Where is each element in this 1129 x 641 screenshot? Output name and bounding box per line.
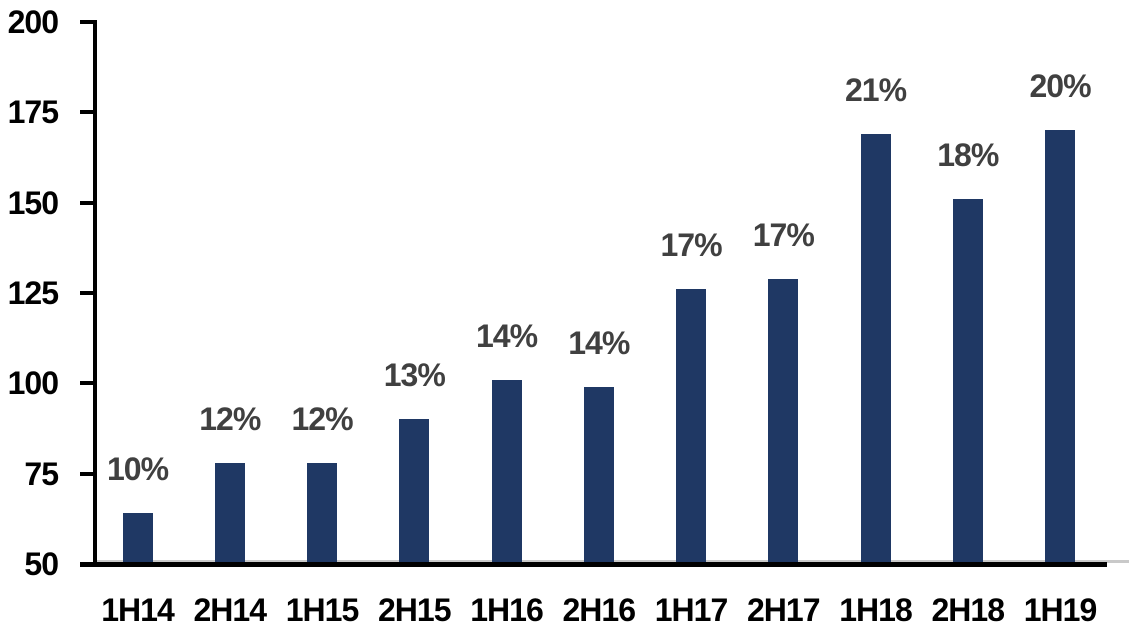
y-axis-tick: [80, 200, 93, 205]
bar: [307, 462, 337, 566]
bar-value-label: 13%: [383, 357, 446, 394]
bar-value-label: 21%: [844, 72, 907, 108]
y-axis-tick: [80, 291, 93, 295]
bar: [768, 278, 799, 566]
bar: [676, 289, 706, 566]
y-axis-tick-label: 50: [24, 546, 59, 582]
y-axis-tick-label: 150: [7, 184, 59, 221]
bar: [583, 386, 614, 566]
bar: [952, 199, 983, 566]
x-axis-tick-label: 1H18: [839, 592, 913, 628]
bar-value-label: 17%: [660, 227, 722, 264]
bar-value-label: 14%: [568, 324, 630, 361]
bar: [1045, 130, 1075, 566]
x-axis-tick-label: 2H15: [378, 592, 452, 628]
x-axis-tick-label: 1H15: [285, 592, 360, 628]
x-axis-tick-label: 1H19: [1023, 592, 1098, 628]
x-axis-tick-label: 2H14: [193, 592, 268, 628]
bar-value-label: 12%: [291, 400, 353, 437]
y-axis-tick: [80, 381, 93, 386]
bar: [491, 379, 522, 566]
bar-value-label: 18%: [937, 137, 999, 174]
x-axis-tick-label: 2H16: [562, 592, 637, 628]
x-axis-line: [80, 562, 1107, 567]
bar-value-label: 20%: [1029, 68, 1091, 105]
x-axis-tick-label: 1H17: [654, 592, 729, 628]
y-axis-tick: [80, 471, 93, 476]
y-axis-tick-label: 200: [7, 4, 59, 40]
bar: [399, 419, 430, 566]
y-axis-tick: [80, 20, 93, 24]
y-axis-line: [93, 20, 97, 566]
bar-value-label: 14%: [475, 317, 538, 354]
y-axis-tick-label: 125: [7, 275, 59, 311]
bar: [860, 134, 891, 566]
y-axis-tick: [80, 110, 93, 115]
y-axis-tick-label: 75: [24, 455, 59, 492]
y-axis-tick-label: 175: [7, 94, 59, 131]
bar-value-label: 17%: [752, 216, 815, 253]
x-axis-tick-label: 1H14: [101, 592, 175, 628]
x-axis-tick-label: 2H18: [931, 592, 1006, 628]
x-axis-tick-label: 2H17: [747, 592, 821, 628]
x-axis-tick-label: 1H16: [470, 592, 544, 628]
bar-value-label: 10%: [106, 451, 169, 488]
bar: [214, 462, 245, 566]
bar: [122, 513, 153, 566]
y-axis-tick-label: 100: [7, 365, 59, 402]
bar-value-label: 12%: [199, 400, 261, 437]
